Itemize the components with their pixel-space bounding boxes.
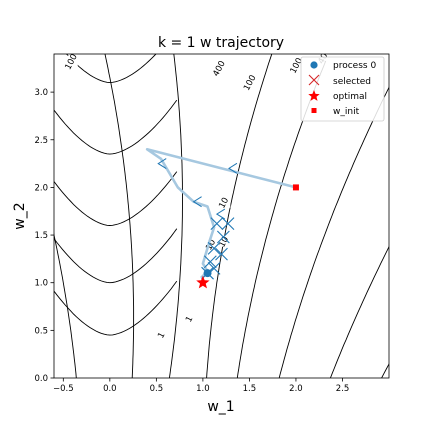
contour-line	[54, 99, 178, 155]
legend-square-icon	[311, 108, 317, 113]
legend: process 0 selected optimal w_init	[300, 56, 385, 122]
x-tick-label: 0.5	[150, 384, 164, 394]
y-tick-label: 2.5	[34, 136, 48, 146]
y-tick-label: 0.0	[34, 374, 48, 384]
y-axis-label: w_2	[12, 202, 28, 229]
optimal-point	[196, 275, 210, 289]
trajectory-arrow	[192, 196, 202, 208]
legend-label-w-init: w_init	[333, 107, 360, 117]
selected-point	[215, 247, 228, 261]
selected-point	[207, 242, 221, 255]
chart-title: k = 1 w trajectory	[158, 35, 284, 51]
x-tick-label: 1.5	[243, 384, 257, 394]
contour-label: 1	[156, 331, 167, 340]
x-tick-label: 1.0	[196, 384, 210, 394]
process-point	[203, 269, 212, 278]
legend-circle-icon	[310, 61, 318, 69]
contour-label-bg	[242, 76, 257, 88]
contour-line	[54, 228, 178, 284]
y-tick-label: 1.0	[34, 279, 48, 289]
contour-label-bg	[216, 235, 231, 247]
contour-label-bg	[181, 312, 196, 324]
selected-point	[221, 217, 235, 231]
trajectory-arrow	[228, 162, 238, 174]
legend-label-selected: selected	[333, 77, 371, 87]
x-tick-label: 2.5	[336, 384, 350, 394]
contour-label-bg	[154, 329, 169, 341]
contour-line	[329, 245, 389, 378]
contour-line	[54, 232, 77, 378]
contour-label-bg	[63, 55, 78, 67]
legend-x-icon	[308, 74, 320, 86]
contour-label: 1	[184, 315, 195, 324]
trajectory-line	[145, 148, 297, 279]
y-tick-label: 0.5	[34, 326, 48, 336]
x-axis-label: w_1	[207, 399, 234, 415]
contour-label-bg	[211, 62, 226, 74]
markers	[196, 184, 299, 289]
contour-line	[54, 171, 178, 226]
legend-star-icon	[308, 90, 320, 101]
contour-label: 10	[217, 196, 231, 210]
selected-point	[203, 255, 217, 269]
x-tick-label: 0.0	[103, 384, 117, 394]
x-tick-label: 2.0	[289, 384, 303, 394]
trajectory	[145, 148, 297, 279]
y-tick-label: 3.0	[34, 88, 48, 98]
w-init-point	[292, 184, 299, 191]
y-axis-ticks: 0.0 0.5 1.0 1.5 2.0 2.5 3.0	[34, 88, 54, 384]
contour-line	[168, 54, 183, 378]
x-axis-ticks: −0.5 0.0 0.5 1.0 1.5 2.0 2.5	[53, 378, 349, 394]
y-tick-label: 2.0	[34, 183, 48, 193]
contour-line	[206, 54, 273, 378]
x-tick-label: −0.5	[53, 384, 74, 394]
legend-label-process: process 0	[333, 61, 376, 71]
selected-point	[210, 217, 224, 231]
contour-label-bg	[288, 59, 303, 71]
plot-frame	[53, 53, 390, 379]
legend-label-optimal: optimal	[333, 92, 367, 102]
selected-point	[216, 230, 230, 244]
contour-label: 10	[217, 235, 231, 249]
trajectory-arrow	[157, 158, 167, 170]
contour-line	[104, 54, 135, 378]
trajectory-arrow	[215, 208, 226, 220]
legend-frame	[300, 56, 385, 122]
contour-line	[54, 280, 178, 336]
y-tick-label: 1.5	[34, 231, 48, 241]
contour-label-bg	[216, 196, 231, 208]
